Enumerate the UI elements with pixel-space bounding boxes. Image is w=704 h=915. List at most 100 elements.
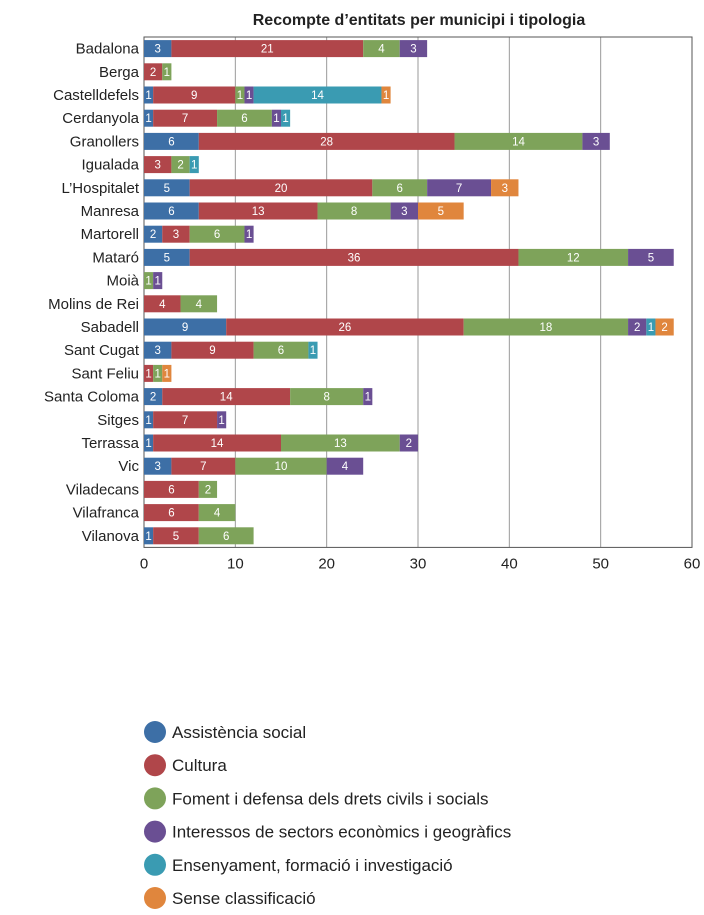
bar-value-label: 9 — [209, 345, 215, 357]
bar-value-label: 1 — [145, 113, 151, 125]
bar-segment — [153, 527, 199, 545]
bar-segment — [363, 40, 400, 58]
bar-value-label: 5 — [438, 206, 444, 218]
bar-value-label: 4 — [196, 299, 203, 311]
bar-value-label: 6 — [397, 183, 403, 195]
bar-value-label: 6 — [223, 531, 229, 543]
bar-value-label: 1 — [145, 276, 151, 288]
bar-segment — [153, 411, 218, 429]
legend-swatch — [144, 787, 166, 810]
bar-value-label: 6 — [278, 345, 284, 357]
bar-segment — [153, 272, 163, 290]
bar-segment — [217, 411, 227, 429]
bar-segment — [217, 109, 272, 127]
bar-segment — [144, 434, 154, 452]
bar-value-label: 1 — [246, 90, 252, 102]
bar-value-label: 14 — [211, 438, 224, 450]
category-label: Viladecans — [66, 481, 139, 498]
bar-value-label: 1 — [145, 438, 151, 450]
bar-segment — [198, 480, 218, 498]
category-label: Vic — [118, 458, 139, 475]
bar-segment — [317, 202, 391, 220]
category-label: Berga — [99, 64, 140, 81]
bar-segment — [189, 248, 519, 266]
category-label: Castelldefels — [53, 87, 139, 104]
bar-segment — [253, 341, 309, 359]
bar-segment — [144, 225, 163, 243]
bar-value-label: 3 — [401, 206, 407, 218]
bar-segment — [198, 504, 236, 522]
category-label: Martorell — [81, 226, 139, 243]
bar-segment — [144, 40, 172, 58]
bar-value-label: 14 — [220, 392, 233, 404]
bar-segment — [646, 318, 656, 336]
bar-segment — [390, 202, 418, 220]
bar-segment — [153, 364, 163, 382]
bar-segment — [454, 132, 583, 150]
bar-value-label: 7 — [182, 113, 188, 125]
bar-segment — [235, 86, 245, 104]
bar-value-label: 1 — [164, 67, 170, 79]
x-tick-labels: 0 10 20 30 40 50 60 — [140, 555, 701, 572]
bar-value-label: 28 — [320, 136, 333, 148]
bar-segment — [162, 388, 291, 406]
bar-segment — [144, 318, 227, 336]
bar-value-label: 9 — [182, 322, 188, 334]
legend-swatch — [144, 853, 166, 876]
category-label: Santa Coloma — [44, 389, 140, 406]
bar-value-label: 1 — [145, 531, 151, 543]
bar-value-label: 6 — [214, 229, 220, 241]
bar-segment — [518, 248, 629, 266]
bar-segment — [427, 179, 492, 197]
bar-segment — [655, 318, 674, 336]
bar-segment — [162, 63, 172, 81]
bar-segment — [144, 109, 154, 127]
bar-value-label: 7 — [456, 183, 462, 195]
bar-value-label: 1 — [154, 368, 160, 380]
bar-segment — [153, 434, 281, 452]
category-label: Granollers — [70, 133, 139, 150]
bar-segment — [144, 295, 181, 313]
bar-segment — [171, 457, 236, 475]
bar-segment — [399, 434, 418, 452]
bar-value-label: 3 — [154, 461, 160, 473]
category-label: Molins de Rei — [48, 296, 139, 313]
bar-segment — [253, 86, 382, 104]
legend-label: Cultura — [172, 756, 227, 775]
legend-label: Interessos de sectors econòmics i geogrà… — [172, 823, 511, 842]
bars: 3 21 4 32 11 9 1 1 14 11 7 6 1 16 28 14 33 2 15 20 6 7 36 13 8 3 5… — [144, 40, 674, 545]
bar-value-label: 5 — [648, 252, 654, 264]
category-label: Moià — [106, 273, 139, 290]
bar-value-label: 1 — [154, 276, 160, 288]
bar-value-label: 1 — [237, 90, 243, 102]
bar-value-label: 2 — [634, 322, 640, 334]
bar-segment — [171, 341, 254, 359]
bar-value-label: 13 — [252, 206, 265, 218]
bar-value-label: 5 — [164, 252, 170, 264]
x-tick-label: 0 — [140, 555, 148, 572]
bar-value-label: 7 — [200, 461, 206, 473]
bar-segment — [189, 156, 199, 174]
bar-value-label: 14 — [512, 136, 525, 148]
category-label: Sitges — [97, 412, 139, 429]
bar-value-label: 1 — [145, 415, 151, 427]
bar-segment — [153, 109, 218, 127]
bar-value-label: 8 — [323, 392, 329, 404]
category-label: Vilafranca — [73, 505, 140, 522]
bar-value-label: 2 — [205, 484, 211, 496]
bar-value-label: 2 — [177, 160, 183, 172]
bar-value-label: 6 — [168, 206, 174, 218]
bar-value-label: 1 — [164, 368, 170, 380]
bar-value-label: 13 — [334, 438, 347, 450]
legend-label: Foment i defensa dels drets civils i soc… — [172, 789, 489, 808]
bar-segment — [491, 179, 519, 197]
x-tick-label: 50 — [592, 555, 609, 572]
bar-segment — [144, 86, 154, 104]
bar-value-label: 1 — [383, 90, 389, 102]
category-label: L’Hospitalet — [61, 180, 139, 197]
bar-value-label: 21 — [261, 44, 274, 56]
bar-value-label: 4 — [159, 299, 166, 311]
bar-value-label: 18 — [539, 322, 552, 334]
x-tick-label: 60 — [684, 555, 701, 572]
bar-value-label: 1 — [246, 229, 252, 241]
